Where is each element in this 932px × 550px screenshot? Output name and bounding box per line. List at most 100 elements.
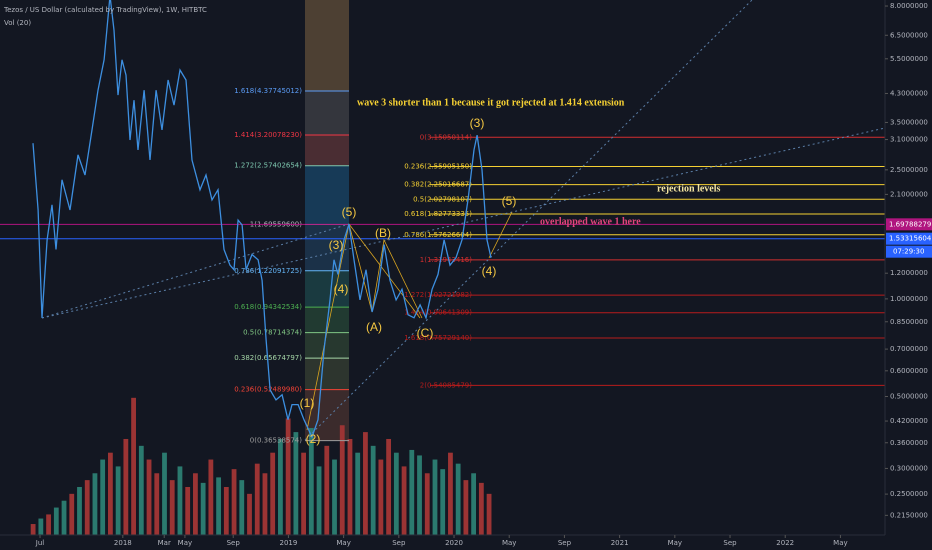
fib-zone [305,332,349,359]
y-tick-label: 0.3600000 [890,439,928,447]
fib-zones [305,0,349,441]
y-tick-label: 0.2500000 [890,490,928,498]
trend-line [41,127,886,319]
y-tick-label: 0.3000000 [890,464,928,472]
wave-label: (3) [329,238,344,252]
volume-bar [471,473,477,535]
volume-bar [463,480,469,535]
volume-bar [440,469,446,535]
volume-bar [332,459,337,535]
volume-bar [455,463,461,535]
volume-bar [38,518,44,535]
fib-label: 2(0.54085479) [420,381,472,389]
volume-bar [92,473,98,535]
fib-label: 0.618(0.94342534) [234,303,302,311]
x-tick-label: Sep [723,539,737,547]
fib-label: 0.382(2.25016687) [404,181,472,189]
volume-bar [46,514,51,535]
fib-label: 0(3.15050114) [420,133,472,141]
y-tick-label: 0.5000000 [890,392,928,400]
fib-zone [305,270,349,308]
price-tag [886,232,932,245]
fib-label: 0.786(1.57626604) [404,231,472,239]
x-tick-label: 2019 [280,539,298,547]
price-tag [886,218,932,231]
x-tick-label: May [178,539,192,547]
fib-label: 0(0.36538574) [250,437,302,445]
fib-label: 1.272(2.57402654) [234,162,302,170]
fib-label: 0.236(2.55905150) [404,163,472,171]
fib-label: 0.5(0.78714374) [243,329,302,337]
volume-bar [401,466,407,535]
chart-subtitle: Vol (20) [4,19,31,27]
volume-bar [138,445,144,535]
x-tick-label: May [336,539,350,547]
chart-title: Tezos / US Dollar (calculated by Trading… [3,6,207,14]
volume-bar [84,480,90,535]
x-tick-label: May [833,539,847,547]
volume-bar [223,486,229,535]
wave-label: (A) [366,320,382,334]
wave-label: (5) [502,194,517,208]
fib-label: 0.618(1.82773335) [404,210,472,218]
volume-bar [301,452,307,535]
volume-bar [77,486,82,535]
x-tick-label: 2020 [445,539,463,547]
volume-bar [69,493,75,535]
x-tick-label: Sep [227,539,241,547]
wave-label: (B) [375,226,391,240]
fib-label: 1.414(3.20078230) [234,131,302,139]
y-tick-label: 5.5000000 [890,55,928,63]
volume-bar [193,473,198,535]
volume-bar [254,463,260,535]
y-tick-label: 0.4200000 [890,417,928,425]
fib-label: 0.236(0.52489980) [234,386,302,394]
annotation: rejection levels [657,183,721,194]
y-tick-label: 0.8500000 [890,318,928,326]
wave-label: (3) [470,116,485,130]
fib-label: 1(1.31943416) [420,256,472,264]
volume-bar [53,507,59,535]
volume-bar [231,469,237,535]
volume-bar [169,480,175,535]
volume-bar [108,452,113,535]
wave-label: (4) [334,282,349,296]
countdown-tag [886,245,932,258]
volume-bar [162,452,167,535]
volume-bar [208,459,214,535]
volume-bar [293,432,299,535]
wave-label: (C) [417,326,434,340]
wave-path [488,211,513,259]
volume-bar [363,432,368,535]
fib-label: 0.5(2.02798107) [413,195,472,203]
fib-label: 0.786(1.22091725) [234,267,302,275]
volume-bar [378,459,384,535]
price-axis [885,0,932,550]
volume-bar [308,428,314,535]
fib-label: 1.618(4.37745012) [234,87,302,95]
volume-bar [146,459,152,535]
wave-path [348,223,421,319]
volume-bar [115,466,121,535]
volume-bar [386,438,392,535]
y-tick-label: 3.1000000 [890,136,928,144]
volume-bar [239,480,245,535]
volume-bar [432,459,438,535]
fib-zone [305,224,349,271]
wave-label: (5) [342,205,357,219]
volume-bar [247,493,252,535]
y-tick-label: 8.0000000 [890,2,928,10]
x-tick-label: Jul [35,539,45,547]
volume-bar [154,473,160,535]
volume-bar [30,524,36,535]
y-tick-label: 1.2000000 [890,269,928,277]
volume-layer [30,397,492,535]
fib-layer: 1.618(4.37745012) 1.414(3.20078230) 1.272(… [0,87,885,445]
volume-bar [61,500,67,535]
annotation: wave 3 shorter than 1 because it got rej… [357,97,625,108]
x-tick-label: Mar [158,539,171,547]
price-layer [32,0,492,439]
x-tick-label: 2018 [114,539,132,547]
volume-bar [424,473,430,535]
